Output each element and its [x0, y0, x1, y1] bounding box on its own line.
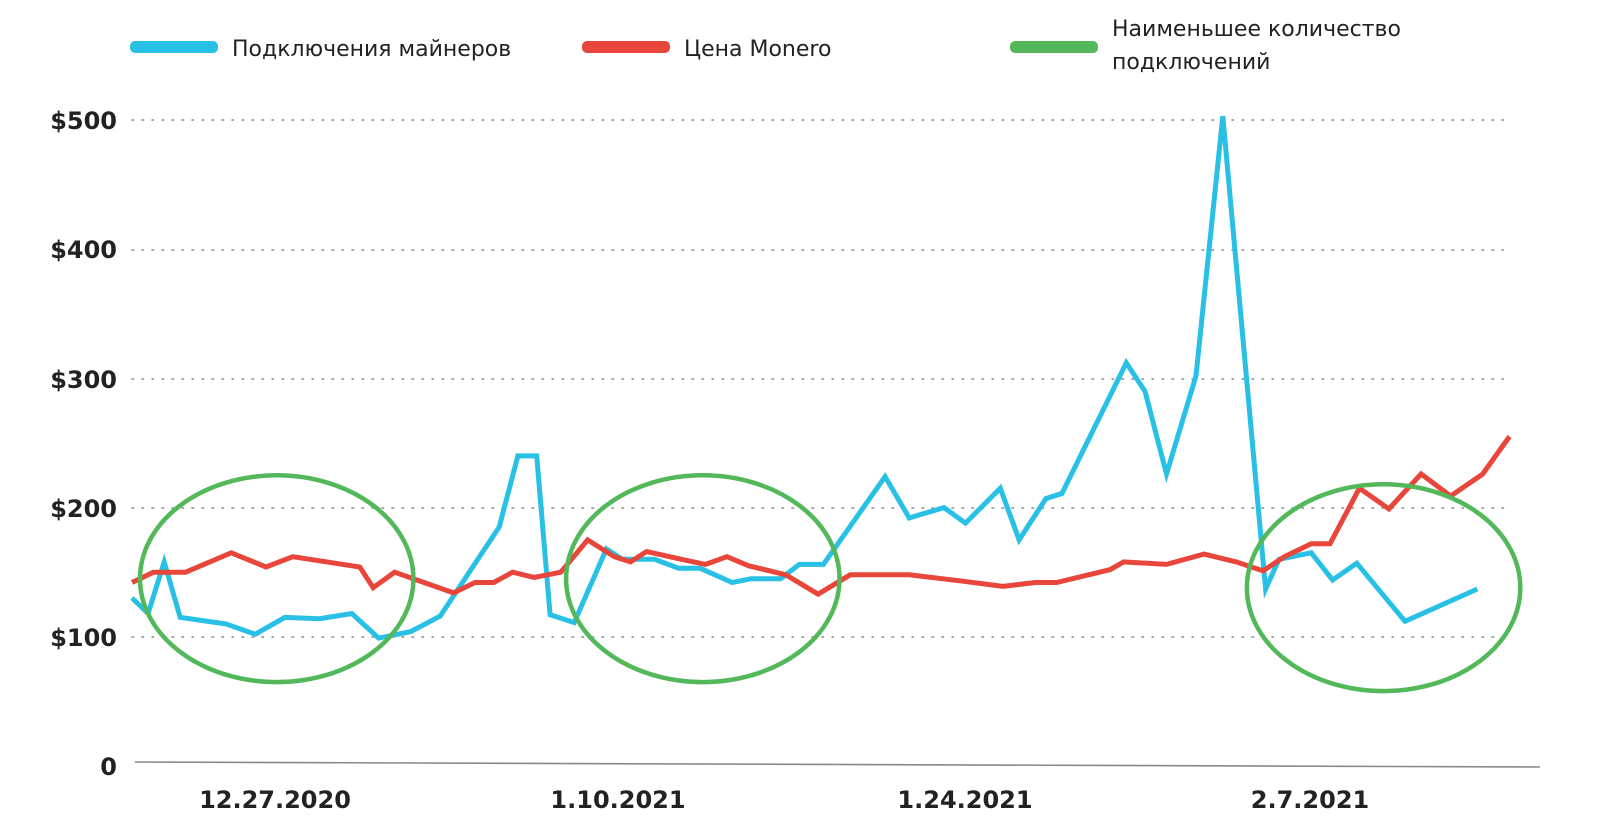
legend-label-lowest-connections-line1: Наименьшее количество	[1112, 17, 1401, 42]
lowest-connections-highlight-ellipse	[137, 473, 416, 685]
legend-swatch-monero-price	[582, 41, 670, 53]
x-tick-label: 1.10.2021	[550, 786, 685, 814]
legend-label-monero-price: Цена Monero	[684, 37, 831, 62]
legend-swatch-lowest-connections	[1010, 41, 1098, 53]
highlight-layer	[137, 473, 1523, 694]
y-tick-label: $400	[50, 236, 117, 264]
series-line-miner-connections	[130, 115, 1479, 641]
y-tick-label: $200	[50, 495, 117, 523]
y-axis: $500 $400 $300 $200 $100 0	[50, 107, 117, 781]
x-tick-label: 12.27.2020	[199, 786, 351, 814]
y-tick-label: 0	[100, 753, 117, 781]
y-tick-label: $300	[50, 366, 117, 394]
y-tick-label: $100	[50, 624, 117, 652]
legend-swatch-miner-connections	[130, 41, 218, 53]
x-axis-baseline	[134, 761, 1541, 768]
y-tick-label: $500	[50, 107, 117, 135]
series-line-monero-price	[130, 435, 1512, 598]
series-layer	[130, 115, 1512, 641]
legend-label-miner-connections: Подключения майнеров	[232, 37, 511, 62]
legend-label-lowest-connections-line2: подключений	[1112, 50, 1270, 75]
x-axis: 12.27.2020 1.10.2021 1.24.2021 2.7.2021	[199, 786, 1369, 814]
x-tick-label: 2.7.2021	[1251, 786, 1369, 814]
x-tick-label: 1.24.2021	[897, 786, 1032, 814]
lowest-connections-highlight-ellipse	[563, 473, 842, 685]
lowest-connections-highlight-ellipse	[1244, 482, 1523, 694]
legend: Подключения майнеров Цена Monero Наимень…	[130, 17, 1401, 75]
grid	[131, 119, 1541, 768]
